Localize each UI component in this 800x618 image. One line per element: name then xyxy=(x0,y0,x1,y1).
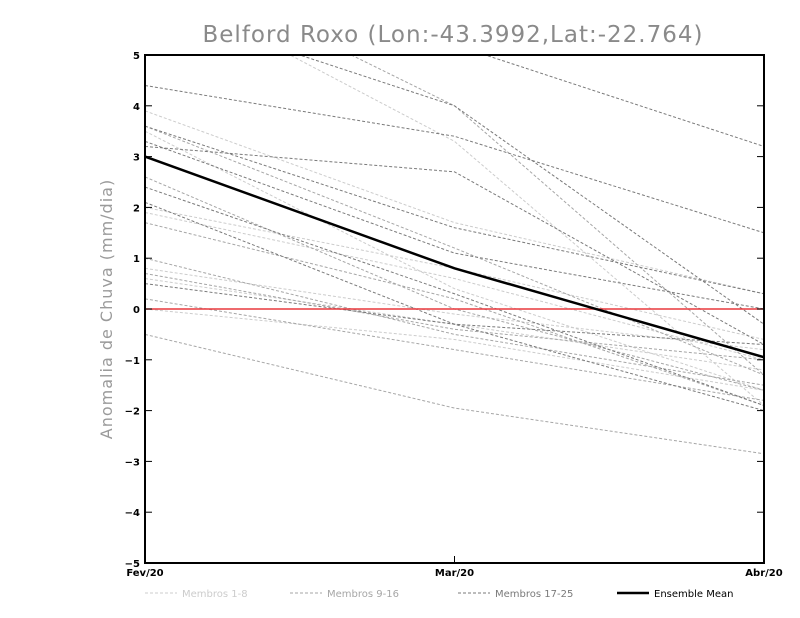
member-line-g3-8 xyxy=(298,55,764,325)
member-line-g3-9 xyxy=(483,55,764,147)
member-line-g2-1 xyxy=(145,125,764,376)
x-tick-label: Mar/20 xyxy=(435,568,474,579)
member-line-g2-2 xyxy=(145,176,764,391)
y-tick-label: −5 xyxy=(125,559,140,570)
member-line-g1-8 xyxy=(289,55,764,406)
legend-label: Membros 1-8 xyxy=(182,589,248,600)
ensemble-mean-line xyxy=(144,155,765,359)
x-tick-label: Fev/20 xyxy=(126,568,163,579)
member-line-g3-4 xyxy=(145,145,764,345)
member-line-g1-7 xyxy=(145,308,764,391)
y-tick-label: 5 xyxy=(133,51,140,62)
y-tick-label: −2 xyxy=(125,407,140,418)
member-line-g2-3 xyxy=(145,222,764,406)
member-line-g3-2 xyxy=(145,125,764,295)
member-line-g2-5 xyxy=(145,298,764,401)
legend-label: Membros 17-25 xyxy=(495,589,573,600)
legend-label: Ensemble Mean xyxy=(654,589,733,600)
y-tick-label: 4 xyxy=(133,102,140,113)
member-line-g2-4 xyxy=(145,272,764,361)
y-tick-label: −4 xyxy=(125,508,140,519)
y-axis: −5 −4 −3 −2 −1 0 1 2 3 4 5 xyxy=(125,51,764,570)
member-line-g3-3 xyxy=(145,140,764,310)
chart-title: Belford Roxo (Lon:-43.3992,Lat:-22.764) xyxy=(203,22,704,48)
member-line-g1-4 xyxy=(145,267,764,351)
member-line-g2-6 xyxy=(145,333,764,455)
x-axis: Fev/20 Mar/20 Abr/20 xyxy=(126,556,783,579)
legend: Membros 1-8 Membros 9-16 Membros 17-25 Ense… xyxy=(145,589,733,600)
legend-label: Membros 9-16 xyxy=(327,589,399,600)
x-tick-label: Abr/20 xyxy=(745,568,782,579)
member-line-g3-7 xyxy=(145,283,764,346)
member-line-g1-6 xyxy=(145,130,764,391)
member-line-g2-8 xyxy=(350,55,764,376)
y-tick-label: 1 xyxy=(133,254,140,265)
y-tick-label: −3 xyxy=(125,457,140,468)
y-axis-label: Anomalia de Chuva (mm/dia) xyxy=(97,179,116,439)
member-line-g3-5 xyxy=(145,186,764,406)
member-lines xyxy=(145,55,764,455)
y-tick-label: 2 xyxy=(133,203,140,214)
y-tick-label: 0 xyxy=(133,305,140,316)
member-line-g1-1 xyxy=(145,110,764,295)
member-line-g1-3 xyxy=(145,211,764,361)
y-tick-label: 3 xyxy=(133,153,140,164)
member-line-g3-6 xyxy=(145,201,764,412)
y-tick-label: −1 xyxy=(125,356,140,367)
member-line-g3-1 xyxy=(145,84,764,234)
